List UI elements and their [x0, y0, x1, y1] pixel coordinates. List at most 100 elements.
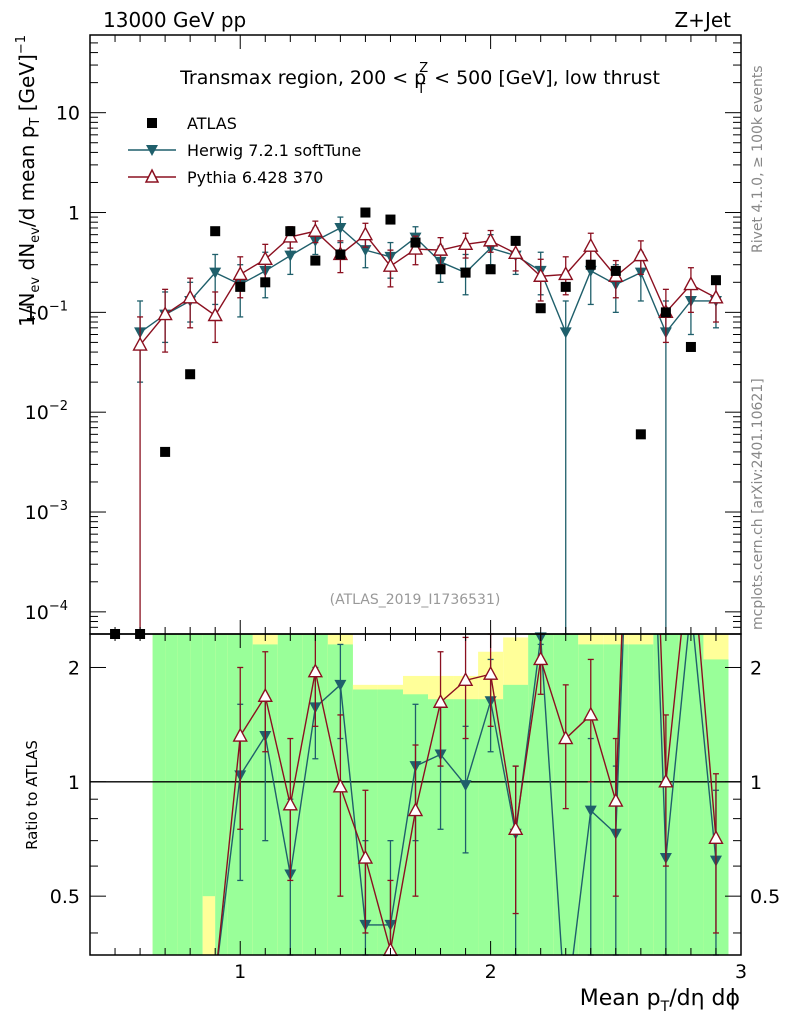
pythia-point [157, 306, 173, 321]
inner-band-bin [628, 644, 654, 955]
herwig-point [359, 245, 372, 257]
pythia-ratio-point [407, 802, 424, 817]
pythia-point [708, 289, 724, 304]
reference-uncertainty-bands [152, 634, 729, 955]
atlas-point [385, 214, 396, 225]
inner-band-bin [177, 634, 191, 955]
pythia-ratio-point [558, 730, 574, 745]
ratio-axis-title: Ratio to ATLAS [23, 740, 41, 850]
herwig-ratio-line [217, 634, 717, 955]
atlas-point [360, 207, 371, 218]
ratio-tick-label: 0.5 [50, 886, 80, 908]
pythia-ratio-point [658, 773, 674, 788]
atlas-point [335, 249, 346, 260]
atlas-point [710, 275, 721, 286]
y-tick-label: 10−1 [25, 299, 68, 324]
atlas-point [610, 265, 621, 276]
atlas-point [510, 235, 521, 246]
inner-band-bin [152, 634, 166, 955]
axes: 1 2 3 10 1 10−1 10−2 10−3 10−4 0.5 0.5 1 1 2 2 [25, 34, 780, 983]
legend-pythia-marker [144, 168, 160, 183]
pythia-ratio-point [583, 706, 599, 721]
atlas-point [660, 307, 671, 318]
legend-herwig-label: Herwig 7.2.1 softTune [187, 141, 361, 160]
pythia-line [139, 230, 717, 346]
atlas-point [435, 264, 446, 275]
pythia-ratio-point [282, 796, 298, 811]
pythia-point [533, 267, 549, 282]
inner-band-bin [202, 634, 216, 897]
atlas-point [260, 277, 271, 288]
legend: ATLAS Herwig 7.2.1 softTune Pythia 6.428… [128, 114, 361, 187]
y-axis-title: 1/Nev dNev/d mean pT [GeV]−1 [14, 35, 43, 327]
pythia-point [132, 336, 148, 351]
herwig-point [334, 222, 347, 234]
y-tick-label: 10−4 [25, 599, 68, 624]
legend-herwig-marker [146, 145, 158, 156]
pythia-ratio-point [257, 687, 273, 702]
y-tick-label: 10−2 [25, 399, 68, 424]
inner-band-bin [678, 634, 704, 955]
atlas-point [160, 446, 171, 457]
atlas-point [535, 303, 546, 314]
atlas-point [235, 281, 246, 292]
ratio-tick-label: 1 [68, 772, 80, 794]
atlas-point [460, 267, 471, 278]
ratio-tick-label-right: 2 [750, 657, 762, 679]
atlas-point [285, 226, 296, 237]
energy-label: 13000 GeV pp [103, 8, 246, 32]
pythia-point [232, 265, 248, 281]
atlas-point [585, 259, 596, 270]
herwig-line [139, 227, 716, 335]
pythia-ratio-point [232, 727, 248, 742]
pythia-ratio-line [217, 634, 717, 955]
atlas-point [485, 264, 496, 275]
pythia-ratio-point [357, 849, 374, 864]
pythia-point [482, 232, 499, 247]
inner-band-bin [190, 634, 203, 955]
y-tick-label: 10−3 [25, 499, 68, 524]
pythia-ratio-point [608, 792, 624, 807]
inner-band-bin [215, 634, 228, 955]
pythia-point [182, 289, 198, 304]
x-tick-label: 3 [735, 961, 747, 983]
pythia-ratio-point [457, 671, 474, 687]
pythia-point [307, 222, 324, 237]
pythia-ratio-point [533, 650, 549, 666]
legend-atlas-label: ATLAS [187, 114, 237, 133]
pythia-point [583, 237, 599, 252]
pythia-point [507, 244, 524, 260]
rivet-version-label: Rivet 4.1.0, ≥ 100k events [750, 65, 766, 253]
pythia-point [683, 276, 699, 291]
process-label: Z+Jet [674, 8, 731, 32]
pythia-ratio-point [482, 665, 499, 680]
pythia-point [558, 265, 574, 281]
herwig-point [559, 327, 572, 339]
pythia-point [257, 250, 273, 265]
atlas-point [310, 255, 321, 266]
legend-pythia-label: Pythia 6.428 370 [187, 168, 323, 187]
ratio-tick-label-right: 0.5 [750, 886, 780, 908]
pythia-ratio-point [507, 820, 524, 835]
herwig-ratio-point [334, 679, 347, 691]
pythia-point [457, 235, 474, 251]
y-tick-label: 10 [56, 103, 80, 125]
atlas-point [185, 369, 196, 380]
legend-atlas-marker [147, 118, 157, 128]
pythia-point [432, 241, 449, 256]
pythia-point [633, 247, 649, 262]
atlas-point [410, 237, 421, 248]
atlas-point [685, 341, 696, 352]
herwig-ratio-point [459, 780, 472, 792]
atlas-point [560, 281, 571, 292]
atlas-point [635, 429, 646, 440]
pythia-point [407, 240, 424, 255]
ratio-tick-label: 2 [68, 657, 80, 679]
ratio-tick-label-right: 1 [750, 772, 762, 794]
x-axis-title: Mean pT/dη dϕ [580, 986, 740, 1015]
plot-title: Transmax region, 200 < p TZ < 500 [GeV], … [179, 61, 660, 97]
pythia-ratio-point [708, 829, 724, 845]
inner-band-bin [165, 634, 178, 955]
pythia-ratio-point [332, 778, 349, 793]
